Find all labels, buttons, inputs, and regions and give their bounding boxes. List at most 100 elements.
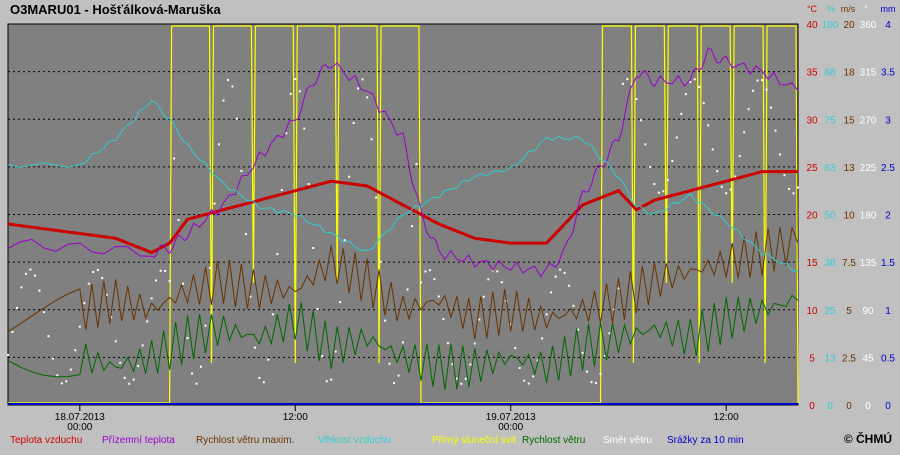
wind-direction-point [541, 337, 544, 340]
y-tick-label: 225 [860, 163, 877, 174]
wind-direction-point [7, 353, 9, 356]
wind-direction-point [258, 376, 261, 379]
series-line [7, 294, 799, 390]
x-tick-label: 19.07.2013 [486, 412, 536, 423]
wind-direction-point [96, 269, 99, 272]
wind-direction-point [307, 183, 310, 186]
wind-direction-point [554, 275, 557, 278]
wind-direction-point [92, 271, 95, 274]
series-line [7, 100, 799, 273]
wind-direction-point [137, 364, 140, 367]
wind-direction-point [595, 381, 598, 384]
wind-direction-point [684, 93, 687, 96]
y-tick-label: 20 [843, 20, 855, 31]
wind-direction-point [424, 270, 427, 273]
y-tick-label: 13 [824, 353, 836, 364]
y-tick-label: 1.5 [881, 258, 895, 269]
wind-direction-point [195, 382, 198, 385]
legend-item: Přízemní teplota [102, 435, 175, 446]
series-line [7, 170, 798, 255]
y-tick-label: 5 [846, 306, 852, 317]
wind-direction-point [487, 278, 490, 281]
wind-direction-point [132, 378, 135, 381]
wind-direction-point [128, 382, 131, 385]
x-tick-label: 12:00 [714, 412, 739, 423]
copyright: © ČHMÚ [843, 432, 892, 446]
wind-direction-point [743, 131, 746, 134]
wind-direction-point [325, 380, 328, 383]
wind-direction-point [437, 295, 440, 298]
y-tick-label: 7.5 [842, 258, 856, 269]
y-tick-label: 2.5 [881, 163, 895, 174]
wind-direction-point [38, 289, 41, 292]
wind-direction-point [689, 80, 692, 83]
wind-direction-point [734, 175, 737, 178]
y-tick-label: 90 [862, 306, 874, 317]
wind-direction-point [455, 377, 458, 380]
wind-direction-point [442, 318, 445, 321]
wind-direction-point [774, 129, 777, 132]
wind-direction-point [249, 295, 252, 298]
wind-direction-point [482, 295, 485, 298]
wind-direction-point [316, 307, 319, 310]
wind-direction-point [590, 381, 593, 384]
wind-direction-point [478, 318, 481, 321]
y-tick-label: 0 [809, 401, 815, 412]
wind-direction-point [29, 268, 32, 271]
wind-direction-point [797, 186, 799, 189]
wind-direction-point [357, 87, 360, 90]
wind-direction-point [406, 288, 409, 291]
wind-direction-point [375, 196, 378, 199]
wind-direction-point [779, 153, 782, 156]
wind-direction-point [536, 359, 539, 362]
wind-direction-point [428, 269, 431, 272]
y-tick-label: 25 [824, 306, 836, 317]
wind-direction-point [747, 108, 750, 111]
wind-direction-point [267, 358, 270, 361]
wind-direction-point [177, 219, 180, 222]
y-tick-label: 4 [885, 20, 891, 31]
y-tick-label: 75 [824, 115, 836, 126]
wind-direction-point [361, 78, 364, 81]
wind-direction-point [662, 190, 665, 193]
wind-direction-point [599, 372, 602, 375]
y-tick-label: 100 [822, 20, 839, 31]
y-tick-label: 45 [862, 353, 874, 364]
y-tick-label: 180 [860, 211, 877, 222]
y-tick-label: 0 [827, 401, 833, 412]
wind-direction-point [303, 127, 306, 130]
wind-direction-point [765, 88, 768, 91]
wind-direction-point [388, 362, 391, 365]
legend-item: Směr větru [603, 435, 652, 446]
wind-direction-point [191, 372, 194, 375]
wind-direction-point [78, 325, 81, 328]
wind-direction-point [716, 170, 719, 173]
y-tick-label: 10 [806, 306, 818, 317]
wind-direction-point [545, 313, 548, 316]
y-tick-label: 10 [843, 211, 855, 222]
axis-unit-label: % [827, 4, 835, 14]
series-line [7, 47, 799, 278]
wind-direction-point [572, 304, 575, 307]
y-tick-label: 0 [846, 401, 852, 412]
wind-direction-point [330, 378, 333, 381]
wind-direction-point [621, 82, 624, 85]
wind-direction-point [680, 112, 683, 115]
wind-direction-point [271, 313, 274, 316]
wind-direction-point [532, 375, 535, 378]
legend-item: Přímý sluneční svit [432, 435, 516, 446]
wind-direction-point [141, 344, 144, 347]
wind-direction-point [231, 85, 234, 88]
wind-direction-point [770, 106, 773, 109]
axis-unit-label: m/s [841, 4, 856, 14]
wind-direction-point [464, 377, 467, 380]
y-tick-label: 38 [824, 258, 836, 269]
wind-direction-point [20, 286, 23, 289]
wind-direction-point [514, 347, 517, 350]
wind-direction-point [11, 330, 14, 333]
wind-direction-point [788, 187, 791, 190]
wind-direction-point [384, 319, 387, 322]
wind-direction-point [285, 132, 288, 135]
wind-direction-point [348, 175, 351, 178]
